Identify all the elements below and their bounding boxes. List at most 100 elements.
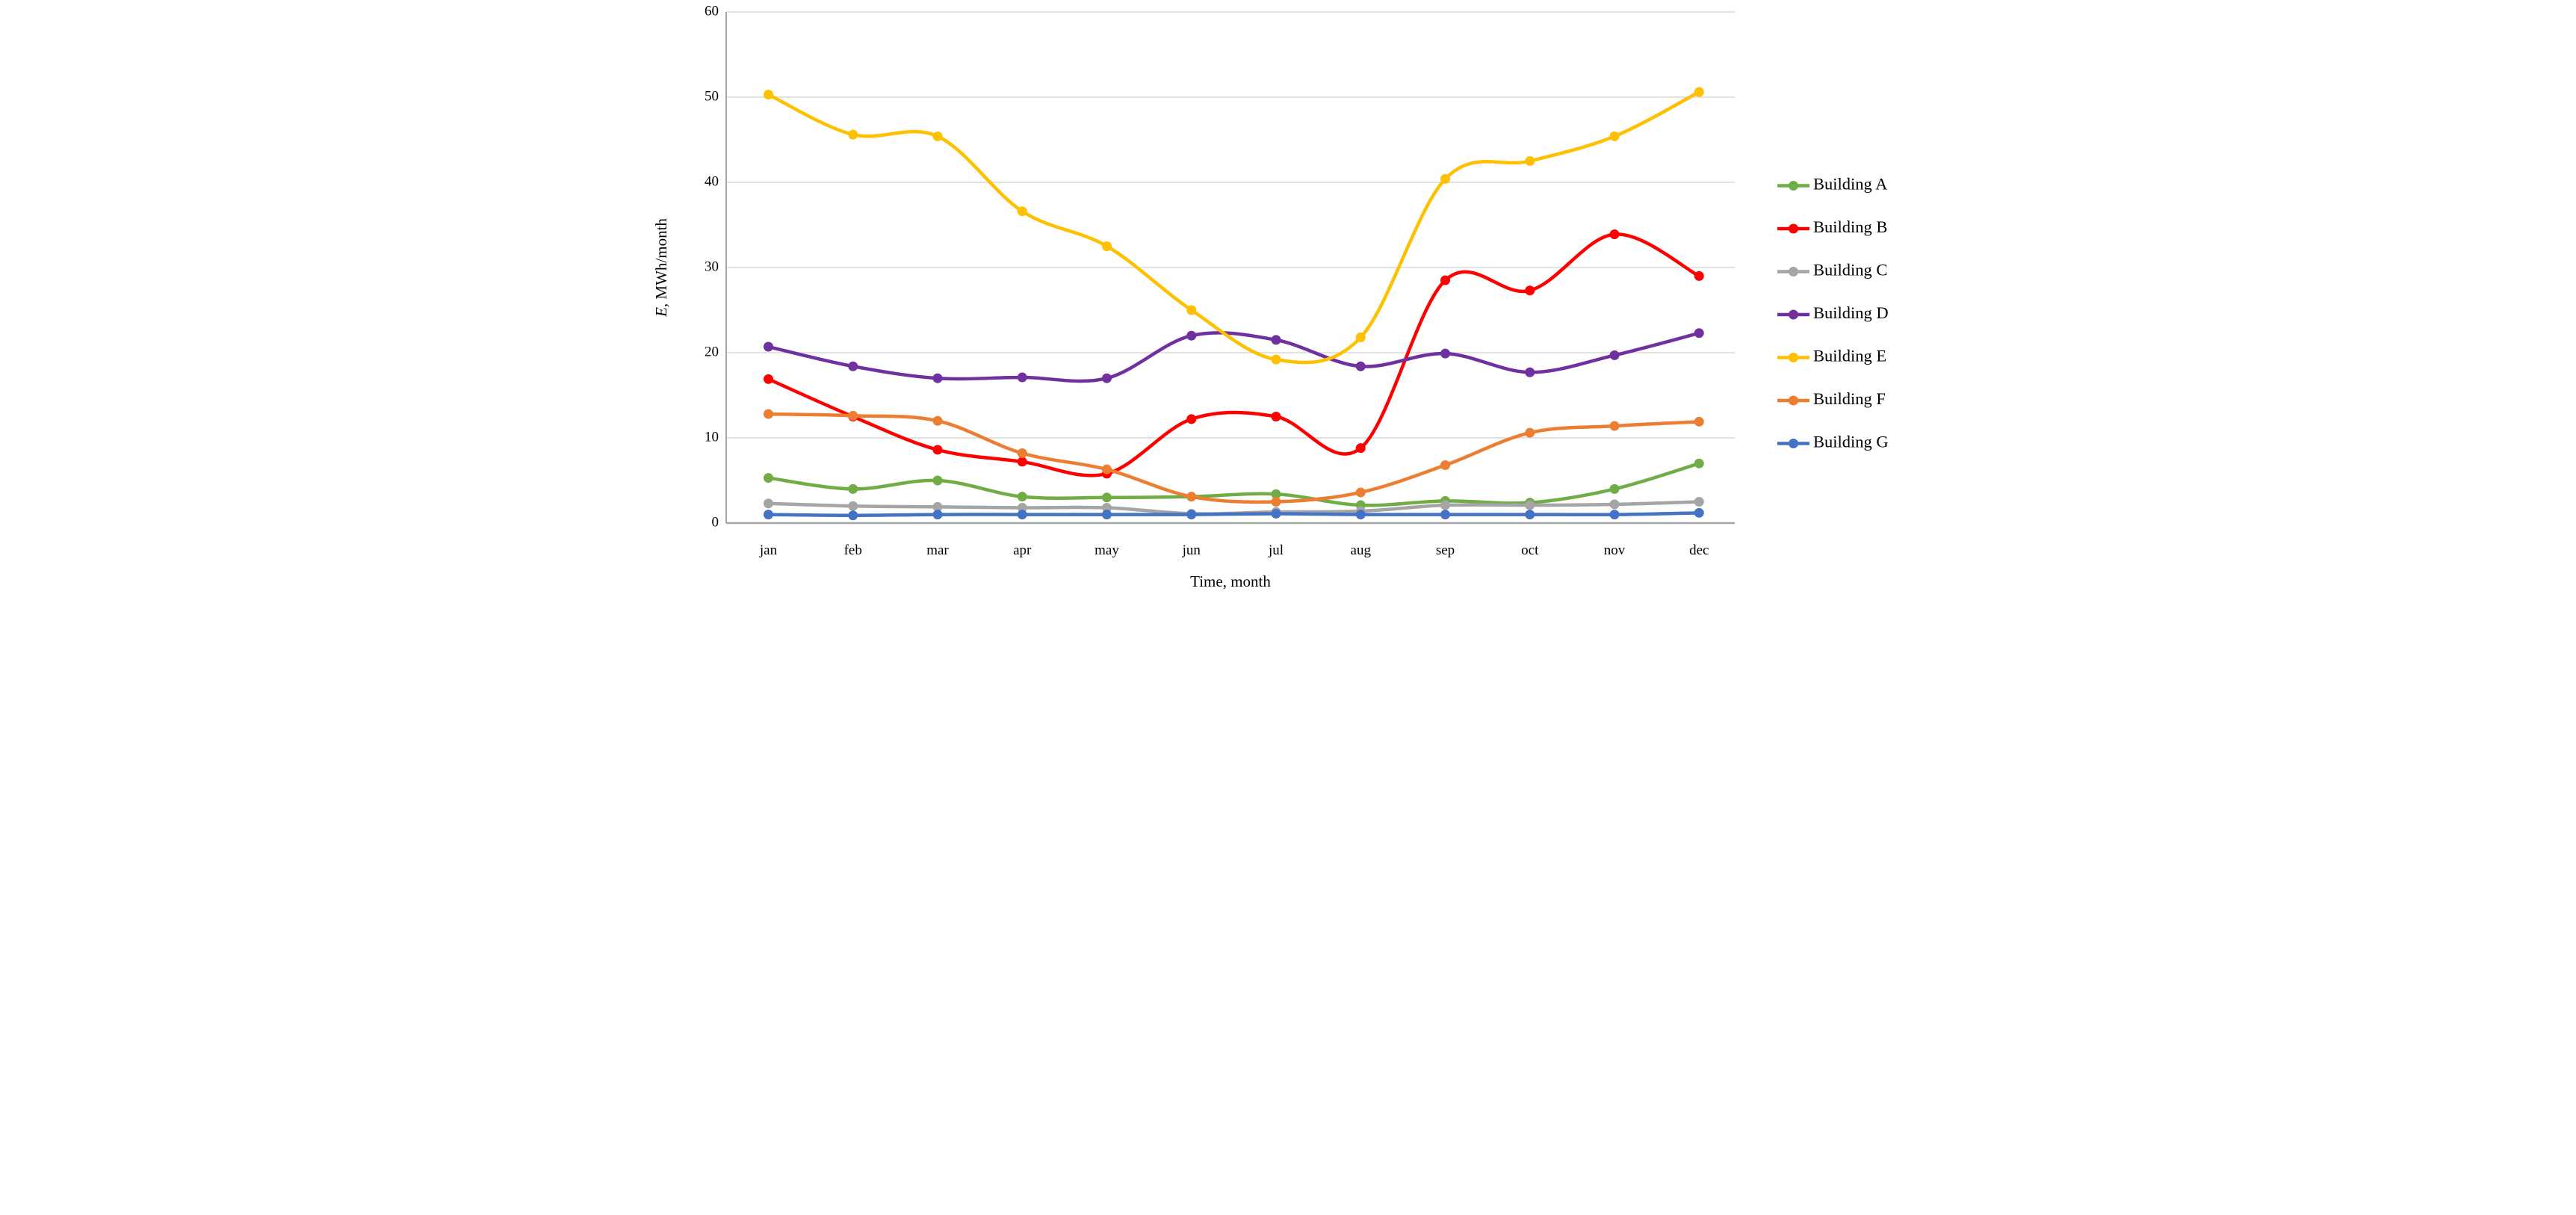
legend-label-building-c: Building C [1813, 261, 1887, 279]
y-tick-30: 30 [705, 259, 719, 274]
dot-building-d-feb [848, 361, 858, 371]
dot-building-a-dec [1694, 458, 1704, 469]
legend-label-building-d: Building D [1813, 303, 1889, 322]
dot-building-c-jan [764, 498, 773, 509]
y-axis-title-units: , MWh/month [652, 218, 670, 307]
x-tick-may: may [1095, 542, 1119, 558]
legend-marker-dot-building-a [1789, 181, 1798, 191]
y-axis-tick-labels: 0 10 20 30 40 50 60 [705, 3, 719, 530]
dot-building-e-jul [1271, 354, 1281, 365]
legend-label-building-f: Building F [1813, 389, 1886, 408]
dot-building-g-dec [1694, 507, 1704, 518]
x-tick-jun: jun [1182, 542, 1201, 558]
line-building-b [767, 232, 1701, 477]
line-building-e [767, 90, 1701, 365]
dot-building-c-oct [1525, 500, 1535, 510]
legend-marker-dot-building-d [1789, 309, 1798, 320]
x-tick-aug: aug [1351, 542, 1372, 558]
dot-building-b-aug [1355, 443, 1366, 454]
dot-building-g-feb [848, 510, 858, 521]
dot-building-b-mar [932, 445, 943, 455]
line-building-d [767, 331, 1701, 383]
line-building-g [767, 511, 1701, 517]
x-tick-nov: nov [1604, 542, 1626, 558]
dot-building-a-mar [932, 475, 943, 486]
legend-label-building-g: Building G [1813, 433, 1889, 451]
dot-building-d-apr [1017, 372, 1027, 383]
y-tick-20: 20 [705, 344, 719, 359]
line-building-a [767, 461, 1701, 507]
dot-building-b-jul [1271, 412, 1281, 421]
dot-building-f-feb [848, 410, 858, 421]
legend-item-building-a: Building A [1777, 175, 1888, 194]
dot-building-c-apr [1017, 502, 1027, 513]
axes [725, 12, 1735, 525]
dot-building-g-oct [1525, 510, 1535, 520]
legend-item-building-e: Building E [1777, 347, 1886, 365]
dot-building-e-apr [1017, 206, 1027, 217]
dot-building-e-jan [764, 90, 773, 100]
dot-building-f-jan [764, 409, 773, 419]
x-tick-oct: oct [1521, 542, 1539, 558]
dot-building-b-nov [1609, 229, 1620, 240]
legend-item-building-g: Building G [1777, 433, 1889, 451]
dot-building-c-sep [1440, 500, 1450, 510]
dot-building-e-may [1102, 241, 1112, 251]
dot-building-d-jun [1186, 330, 1197, 341]
legend-item-building-f: Building F [1777, 389, 1886, 408]
dot-building-a-nov [1609, 483, 1620, 494]
legend-item-building-b: Building B [1777, 217, 1887, 236]
dot-building-f-oct [1525, 427, 1535, 438]
dot-building-a-apr [1017, 492, 1027, 502]
legend-marker-dot-building-g [1789, 439, 1798, 448]
dot-building-g-apr [1017, 510, 1027, 520]
dot-building-a-jul [1271, 489, 1281, 499]
dot-building-g-jun [1186, 510, 1197, 520]
dot-building-c-mar [932, 501, 943, 512]
dot-building-c-feb [848, 501, 858, 511]
dot-building-e-aug [1355, 332, 1366, 342]
dot-building-b-sep [1440, 275, 1450, 285]
legend-item-building-d: Building D [1777, 303, 1889, 322]
y-axis-title: E, MWh/month [652, 218, 670, 318]
legend: Building A Building B Building C Building D… [1777, 175, 1889, 451]
legend-marker-dot-building-e [1789, 353, 1798, 362]
dot-building-g-nov [1609, 510, 1620, 520]
dot-building-e-sep [1440, 173, 1450, 184]
y-tick-50: 50 [705, 88, 719, 104]
x-tick-apr: apr [1013, 542, 1032, 558]
dot-building-g-sep [1440, 510, 1450, 520]
dot-building-b-oct [1525, 285, 1535, 296]
dot-building-b-apr [1017, 457, 1027, 467]
dot-building-a-may [1102, 492, 1112, 503]
gridlines [726, 11, 1735, 439]
dot-building-e-oct [1525, 156, 1535, 166]
dot-building-g-aug [1355, 510, 1366, 520]
dot-building-g-mar [932, 510, 943, 520]
dot-building-d-nov [1609, 350, 1620, 360]
legend-label-building-e: Building E [1813, 347, 1886, 365]
dot-building-g-may [1102, 510, 1112, 520]
dot-building-f-apr [1017, 448, 1027, 459]
x-tick-jan: jan [759, 542, 778, 558]
y-tick-40: 40 [705, 173, 719, 189]
x-tick-feb: feb [844, 542, 862, 558]
legend-label-building-a: Building A [1813, 175, 1888, 194]
dot-building-f-may [1102, 464, 1112, 474]
dot-building-b-dec [1694, 270, 1704, 281]
dot-building-f-sep [1440, 460, 1450, 470]
dot-building-a-feb [848, 483, 858, 494]
dot-building-d-may [1102, 373, 1112, 383]
dot-building-d-dec [1694, 328, 1704, 338]
legend-marker-dot-building-c [1789, 267, 1798, 276]
dot-building-b-jan [764, 374, 773, 384]
dot-building-c-dec [1694, 497, 1704, 507]
dot-building-f-jul [1271, 497, 1281, 507]
dot-building-f-aug [1355, 487, 1366, 498]
line-building-f [767, 412, 1701, 504]
dot-building-e-mar [932, 131, 943, 141]
dot-building-a-jan [764, 473, 773, 483]
dot-building-d-mar [932, 373, 943, 383]
legend-marker-dot-building-f [1789, 395, 1798, 406]
dot-building-d-oct [1525, 367, 1535, 377]
